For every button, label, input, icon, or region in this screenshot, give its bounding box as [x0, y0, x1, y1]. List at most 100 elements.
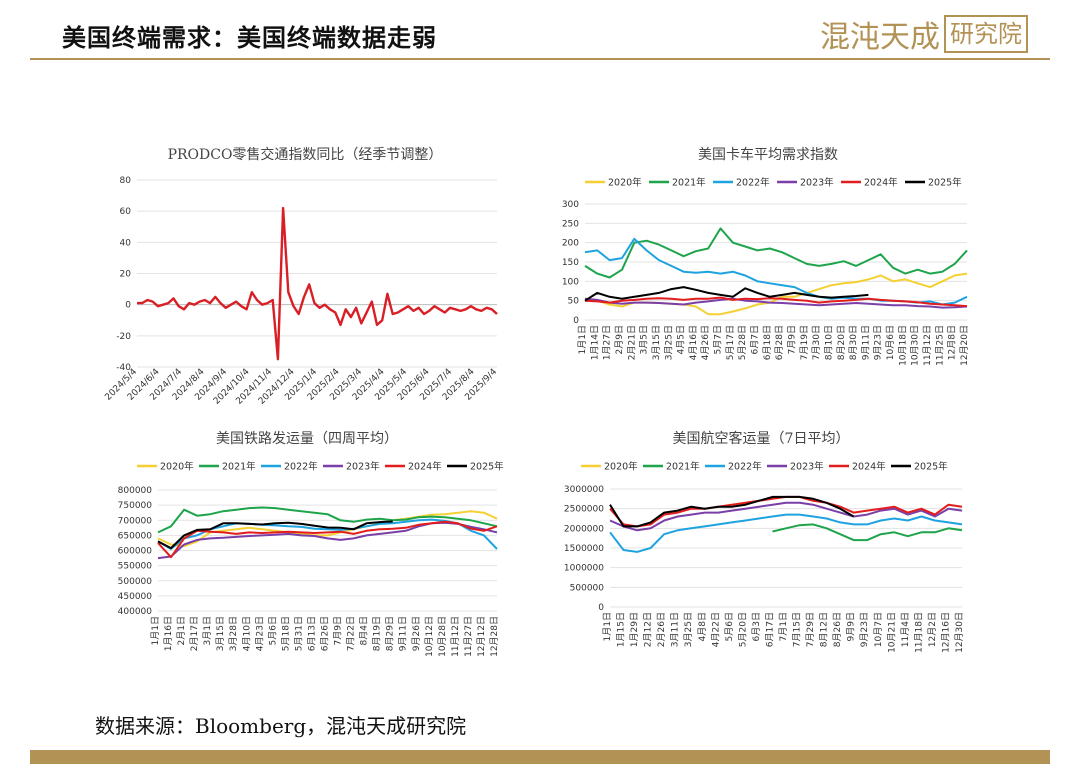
legend-label: 2025年 [914, 461, 948, 473]
x-tick-label: 9月26日 [411, 616, 422, 651]
x-tick-label: 8月19日 [372, 616, 383, 651]
y-tick-label: 0 [125, 301, 131, 311]
x-tick-label: 8月20日 [836, 325, 847, 360]
legend-label: 2023年 [800, 177, 834, 189]
x-tick-label: 5月20日 [737, 612, 748, 647]
series-line-2022年 [609, 513, 963, 553]
series-line-2025年 [609, 495, 855, 528]
x-tick-label: 7月9日 [786, 325, 797, 354]
y-tick-label: 450000 [118, 592, 153, 602]
legend-label: 2020年 [608, 177, 642, 189]
y-tick-label: 500000 [118, 577, 153, 587]
x-tick-label: 7月1日 [778, 612, 789, 641]
series-line-2021年 [772, 523, 963, 542]
x-tick-label: 12月2日 [927, 612, 938, 647]
x-tick-label: 6月28日 [774, 325, 785, 360]
y-tick-label: -20 [116, 332, 131, 342]
x-tick-label: 4月26日 [700, 325, 711, 360]
series-line-2023年 [584, 297, 968, 309]
x-tick-label: 10月18日 [897, 325, 908, 366]
x-tick-label: 12月8日 [947, 325, 958, 360]
x-tick-label: 9月11日 [860, 325, 871, 360]
x-tick-label: 12月16日 [940, 612, 951, 653]
x-tick-label: 12月30日 [954, 612, 965, 653]
x-tick-label: 1月1日 [602, 612, 613, 641]
x-tick-label: 7月15日 [792, 612, 803, 647]
y-tick-label: 1000000 [564, 564, 604, 574]
x-tick-label: 5月18日 [280, 616, 291, 651]
x-tick-label: 6月26日 [320, 616, 331, 651]
x-tick-label: 9月23日 [873, 325, 884, 360]
x-tick-label: 7月22日 [346, 616, 357, 651]
series-line-prodco [137, 206, 498, 361]
header-divider [30, 58, 1050, 60]
x-tick-label: 5月28日 [737, 325, 748, 360]
y-tick-label: 60 [120, 207, 132, 217]
chart-title: PRODCO零售交通指数同比（经季节调整） [168, 146, 443, 163]
x-tick-label: 1月1日 [150, 616, 161, 645]
x-tick-label: 10月7日 [873, 612, 884, 647]
legend-label: 2025年 [928, 177, 962, 189]
x-tick-label: 3月25日 [683, 612, 694, 647]
x-tick-label: 12月20日 [959, 325, 970, 366]
y-tick-label: 250 [562, 219, 579, 229]
x-tick-label: 4月16日 [688, 325, 699, 360]
x-tick-label: 10月21日 [886, 612, 897, 653]
x-tick-label: 3月1日 [202, 616, 213, 645]
x-tick-label: 1月1日 [577, 325, 588, 354]
y-tick-label: 40 [120, 238, 132, 248]
x-tick-label: 8月4日 [359, 616, 370, 645]
y-tick-label: 750000 [118, 501, 153, 511]
x-tick-label: 6月17日 [764, 612, 775, 647]
x-tick-label: 3月25日 [663, 325, 674, 360]
x-tick-label: 10月6日 [885, 325, 896, 360]
legend-label: 2022年 [736, 177, 770, 189]
y-tick-label: 300 [562, 200, 579, 210]
y-tick-label: 1500000 [564, 544, 604, 554]
logo-seal: 研究院 [944, 15, 1028, 53]
x-tick-label: 7月30日 [811, 325, 822, 360]
x-tick-label: 11月25日 [934, 325, 945, 366]
x-tick-label: 12月28日 [489, 616, 500, 657]
legend-label: 2021年 [222, 461, 256, 473]
y-tick-label: 20 [120, 270, 132, 280]
y-tick-label: -40 [116, 363, 131, 373]
x-tick-label: 4月5日 [676, 325, 687, 354]
chart-rail: 美国铁路发运量（四周平均） 400000 450000 500000 550000 600… [118, 431, 505, 657]
series-line-2025年 [157, 520, 393, 550]
legend-label: 2020年 [604, 461, 638, 473]
legend-label: 2023年 [346, 461, 380, 473]
chart-air: 美国航空客运量（7日平均） 0 500000 1000000 1500000 200000… [564, 430, 965, 653]
legend-label: 2020年 [160, 461, 194, 473]
series-line-2021年 [157, 506, 498, 534]
x-tick-label: 4月23日 [254, 616, 265, 651]
legend-label: 2025年 [470, 461, 504, 473]
y-tick-label: 800000 [118, 486, 153, 496]
x-tick-label: 4月10日 [241, 616, 252, 651]
y-tick-label: 550000 [118, 562, 153, 572]
chart-prodco: PRODCO零售交通指数同比（经季节调整）-40-200204060802024… [103, 146, 499, 407]
chart-title: 美国航空客运量（7日平均） [673, 430, 850, 447]
x-tick-label: 3月11日 [670, 612, 681, 647]
y-tick-label: 700000 [118, 516, 153, 526]
series-line-2024年 [584, 296, 968, 308]
x-tick-label: 2月1日 [176, 616, 187, 645]
x-tick-label: 11月27日 [463, 616, 474, 657]
y-tick-label: 80 [120, 176, 132, 186]
x-tick-label: 11月12日 [922, 325, 933, 366]
x-tick-label: 6月7日 [750, 325, 761, 354]
y-tick-label: 150 [562, 258, 579, 268]
x-tick-label: 5月31日 [293, 616, 304, 651]
x-tick-label: 1月16日 [163, 616, 174, 651]
data-source-note: 数据来源：Bloomberg，混沌天成研究院 [95, 714, 467, 738]
x-tick-label: 5月6日 [267, 616, 278, 645]
y-tick-label: 2500000 [564, 505, 604, 515]
x-tick-label: 2月17日 [189, 616, 200, 651]
x-tick-label: 3月15日 [651, 325, 662, 360]
x-tick-label: 6月3日 [751, 612, 762, 641]
x-tick-label: 8月12日 [819, 612, 830, 647]
series-line-2025年 [584, 286, 869, 302]
y-tick-label: 3000000 [564, 485, 604, 495]
x-tick-label: 9月23日 [859, 612, 870, 647]
y-tick-label: 400000 [118, 607, 153, 617]
